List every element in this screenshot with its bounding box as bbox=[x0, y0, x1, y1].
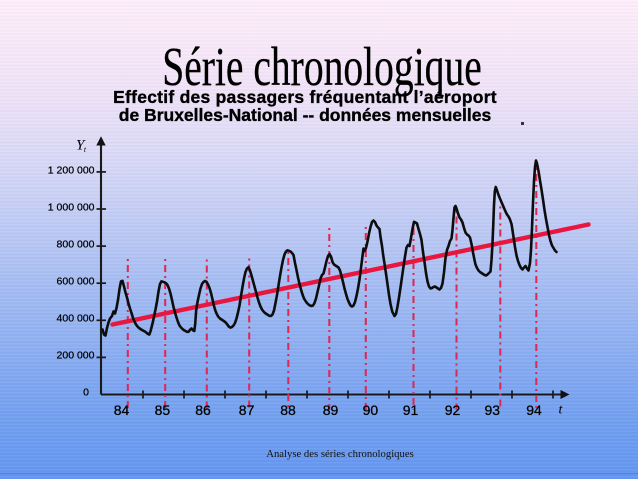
svg-text:1 000 000: 1 000 000 bbox=[48, 202, 95, 214]
svg-text:90: 90 bbox=[363, 402, 379, 418]
svg-text:89: 89 bbox=[323, 402, 339, 418]
svg-text:92: 92 bbox=[445, 402, 461, 418]
svg-text:800 000: 800 000 bbox=[57, 239, 95, 251]
svg-text:93: 93 bbox=[485, 402, 501, 418]
svg-text:87: 87 bbox=[239, 402, 255, 418]
svg-text:600 000: 600 000 bbox=[57, 276, 95, 288]
svg-text:Yt: Yt bbox=[76, 138, 87, 155]
svg-text:94: 94 bbox=[526, 402, 542, 418]
svg-text:91: 91 bbox=[403, 402, 419, 418]
svg-text:86: 86 bbox=[195, 402, 211, 418]
svg-text:85: 85 bbox=[155, 402, 171, 418]
svg-text:200 000: 200 000 bbox=[57, 350, 95, 362]
svg-text:400 000: 400 000 bbox=[57, 313, 95, 325]
svg-text:t: t bbox=[559, 403, 564, 418]
svg-text:84: 84 bbox=[114, 402, 130, 418]
svg-text:0: 0 bbox=[83, 387, 89, 399]
svg-text:88: 88 bbox=[280, 402, 296, 418]
svg-text:1 200 000: 1 200 000 bbox=[48, 165, 95, 177]
